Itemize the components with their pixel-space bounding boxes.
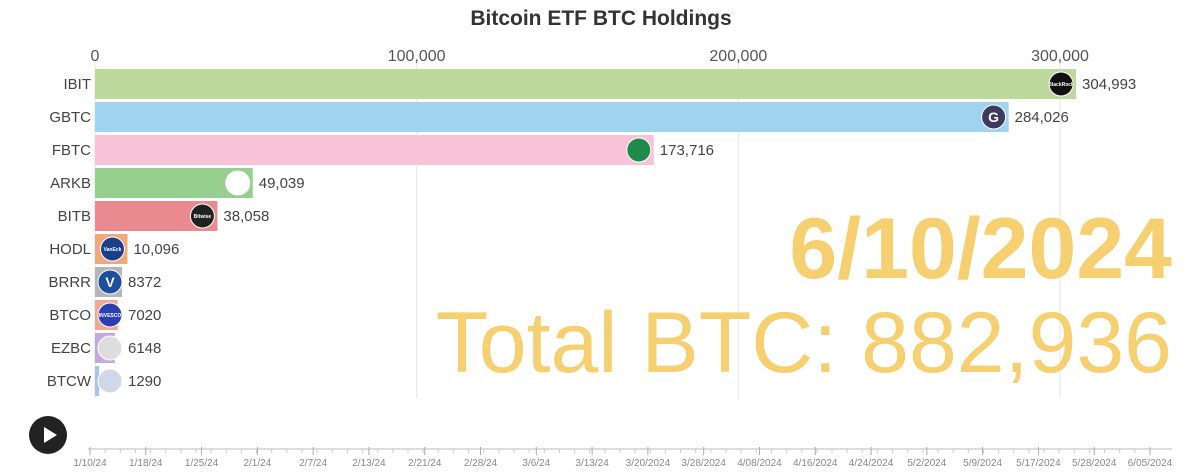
- chart-title: Bitcoin ETF BTC Holdings: [470, 7, 731, 30]
- value-label: 7020: [128, 307, 161, 324]
- fidelity-logo: [626, 137, 652, 163]
- value-label: 49,039: [259, 175, 305, 192]
- category-label: BTCW: [47, 373, 92, 390]
- bar-row-fbtc: FBTC 173,716: [52, 135, 714, 165]
- bar-row-btcw: BTCW 1290: [47, 366, 161, 396]
- category-label: HODL: [49, 241, 91, 258]
- category-label: EZBC: [51, 340, 91, 357]
- category-label: IBIT: [63, 76, 91, 93]
- bar-row-bitb: BITB Bitwise 38,058: [58, 201, 269, 231]
- bar-row-arkb: ARKB 49,039: [50, 168, 305, 198]
- timeline-date-label: 4/16/2024: [793, 458, 838, 469]
- value-label: 284,026: [1015, 109, 1069, 126]
- bar-row-brrr: BRRR V 8372: [48, 267, 161, 297]
- logo-text: G: [988, 109, 999, 125]
- timeline-date-label: 2/21/24: [408, 458, 442, 469]
- timeline-date-label: 3/6/24: [522, 458, 550, 469]
- blackrock-logo: BlackRock: [1048, 71, 1074, 97]
- play-button[interactable]: [29, 416, 67, 454]
- timeline-date-label: 3/20/2024: [626, 458, 671, 469]
- bitwise-logo: Bitwise: [189, 203, 215, 229]
- timeline-date-label: 5/9/2024: [963, 458, 1002, 469]
- logo-circle: [97, 302, 123, 328]
- category-label: BTCO: [49, 307, 91, 324]
- logo-circle: [189, 203, 215, 229]
- logo-circle: [97, 368, 123, 394]
- logo-circle: [225, 170, 251, 196]
- value-label: 6148: [128, 340, 161, 357]
- timeline-date-label: 2/28/24: [464, 458, 498, 469]
- logo-circle: [626, 137, 652, 163]
- category-label: ARKB: [50, 175, 91, 192]
- timeline-date-label: 4/08/2024: [737, 458, 782, 469]
- timeline-date-label: 5/17/2024: [1016, 458, 1061, 469]
- current-date-label: 6/10/2024: [789, 201, 1172, 297]
- timeline-date-label: 4/24/2024: [849, 458, 894, 469]
- logo-text: Bitwise: [194, 214, 212, 220]
- logo-circle: [97, 335, 123, 361]
- wisdomtree-logo: [97, 368, 123, 394]
- timeline-date-label: 2/13/24: [352, 458, 386, 469]
- logo-circle: [97, 269, 123, 295]
- grayscale-logo: G: [981, 104, 1007, 130]
- bars: IBIT BlackRock 304,993 GBTC G 284,026 FBTC 173,…: [47, 69, 1136, 396]
- category-label: BRRR: [48, 274, 91, 291]
- invesco-logo: INVESCO: [97, 302, 123, 328]
- logo-text: BlackRock: [1048, 82, 1074, 88]
- value-label: 10,096: [133, 241, 179, 258]
- timeline-slider[interactable]: 1/10/24 1/18/24 1/25/24 2/1/24 2/7/24 2/13/24…: [73, 447, 1173, 469]
- bar-ibit: [95, 69, 1077, 99]
- bar-row-ezbc: EZBC 6148: [51, 333, 161, 363]
- bar-row-gbtc: GBTC G 284,026: [49, 102, 1069, 132]
- ark-logo: [225, 170, 251, 196]
- category-label: BITB: [58, 208, 91, 225]
- logo-text: V: [105, 274, 115, 290]
- bar-gbtc: [95, 102, 1009, 132]
- bar-row-hodl: HODL VanEck 10,096: [49, 234, 179, 264]
- logo-text: INVESCO: [99, 313, 122, 319]
- play-icon: [44, 427, 57, 443]
- value-label: 38,058: [223, 208, 269, 225]
- timeline-date-label: 6/05/2024: [1128, 458, 1173, 469]
- timeline-date-label: 5/28/2024: [1072, 458, 1117, 469]
- x-tick-label: 200,000: [709, 48, 767, 65]
- x-axis: 0 100,000 200,000 300,000: [91, 48, 1089, 65]
- timeline-date-label: 1/10/24: [73, 458, 107, 469]
- timeline-date-label: 5/2/2024: [907, 458, 946, 469]
- timeline-date-label: 1/25/24: [185, 458, 219, 469]
- timeline-date-label: 3/13/24: [575, 458, 609, 469]
- x-tick-label: 0: [91, 48, 100, 65]
- value-label: 8372: [128, 274, 161, 291]
- logo-circle: [981, 104, 1007, 130]
- bar-row-btco: BTCO INVESCO 7020: [49, 300, 161, 330]
- logo-circle: [1048, 71, 1074, 97]
- value-label: 1290: [128, 373, 161, 390]
- logo-text: VanEck: [104, 247, 122, 253]
- x-tick-label: 300,000: [1031, 48, 1089, 65]
- timeline-date-label: 1/18/24: [129, 458, 163, 469]
- franklin-logo: [97, 335, 123, 361]
- bar-btcw: [95, 366, 100, 396]
- bar-fbtc: [95, 135, 654, 165]
- valkyrie-logo: V: [97, 269, 123, 295]
- vaneck-logo: VanEck: [99, 236, 125, 262]
- timeline-date-label: 2/1/24: [243, 458, 271, 469]
- category-label: FBTC: [52, 142, 91, 159]
- x-tick-label: 100,000: [388, 48, 446, 65]
- timeline-date-label: 3/28/2024: [681, 458, 726, 469]
- category-label: GBTC: [49, 109, 91, 126]
- value-label: 173,716: [660, 142, 714, 159]
- total-btc-label: Total BTC: 882,936: [436, 295, 1172, 391]
- value-label: 304,993: [1082, 76, 1136, 93]
- bar-row-ibit: IBIT BlackRock 304,993: [63, 69, 1136, 99]
- timeline-date-label: 2/7/24: [299, 458, 327, 469]
- logo-circle: [99, 236, 125, 262]
